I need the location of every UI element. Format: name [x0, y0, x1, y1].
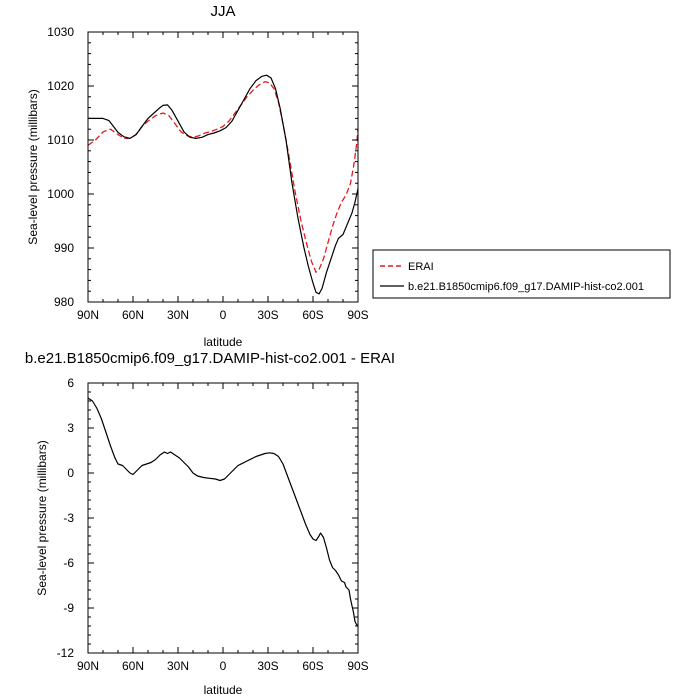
bottom-x-tick-label: 60S: [302, 659, 323, 673]
top-y-tick-label: 1030: [47, 25, 74, 39]
bottom-series-line-0: [87, 397, 359, 627]
top-y-tick-label: 1020: [47, 79, 74, 93]
bottom-y-tick-label: 0: [67, 466, 74, 480]
top-chart-title: JJA: [210, 3, 235, 20]
top-x-tick-label: 60S: [302, 308, 323, 322]
legend-label-model: b.e21.B1850cmip6.f09_g17.DAMIP-hist-co2.…: [408, 281, 644, 293]
top-y-tick-label: 980: [54, 295, 74, 309]
top-series-line-1: [88, 74, 359, 295]
top-x-tick-label: 30N: [167, 308, 189, 322]
top-y-tick-label: 1010: [47, 133, 74, 147]
top-plot-frame: [87, 31, 359, 303]
top-chart-x-axis-label: latitude: [204, 335, 243, 349]
bottom-y-tick-label: -12: [57, 646, 75, 660]
top-series-line-0: [87, 81, 359, 273]
bottom-y-tick-label: -6: [63, 556, 74, 570]
bottom-x-tick-label: 0: [220, 659, 227, 673]
top-chart-y-axis-label: Sea-level pressure (millibars): [26, 89, 40, 244]
legend-label-erai: ERAI: [408, 261, 434, 273]
bottom-plot-frame: [87, 382, 359, 654]
top-y-tick-label: 990: [54, 241, 74, 255]
bottom-chart-panel: b.e21.B1850cmip6.f09_g17.DAMIP-hist-co2.…: [25, 350, 395, 697]
bottom-x-tick-label: 60N: [122, 659, 144, 673]
top-x-tick-label: 0: [220, 308, 227, 322]
top-x-tick-label: 60N: [122, 308, 144, 322]
bottom-y-tick-label: -9: [63, 601, 74, 615]
top-chart-panel: JJA Sea-level pressure (millibars) latit…: [26, 3, 369, 349]
top-y-tick-label: 1000: [47, 187, 74, 201]
bottom-x-tick-label: 90N: [77, 659, 99, 673]
bottom-x-tick-label: 90S: [347, 659, 368, 673]
legend-box: [372, 249, 671, 299]
top-x-tick-label: 90N: [77, 308, 99, 322]
top-x-tick-label: 90S: [347, 308, 368, 322]
top-x-tick-label: 30S: [257, 308, 278, 322]
legend: ERAI b.e21.B1850cmip6.f09_g17.DAMIP-hist…: [372, 249, 671, 299]
bottom-y-tick-label: -3: [63, 511, 74, 525]
bottom-x-tick-label: 30N: [167, 659, 189, 673]
bottom-y-tick-label: 6: [67, 376, 74, 390]
bottom-chart-y-axis-label: Sea-level pressure (millibars): [35, 440, 49, 595]
bottom-chart-x-axis-label: latitude: [204, 683, 243, 697]
bottom-chart-title: b.e21.B1850cmip6.f09_g17.DAMIP-hist-co2.…: [25, 350, 395, 367]
bottom-y-tick-label: 3: [67, 421, 74, 435]
bottom-x-tick-label: 30S: [257, 659, 278, 673]
